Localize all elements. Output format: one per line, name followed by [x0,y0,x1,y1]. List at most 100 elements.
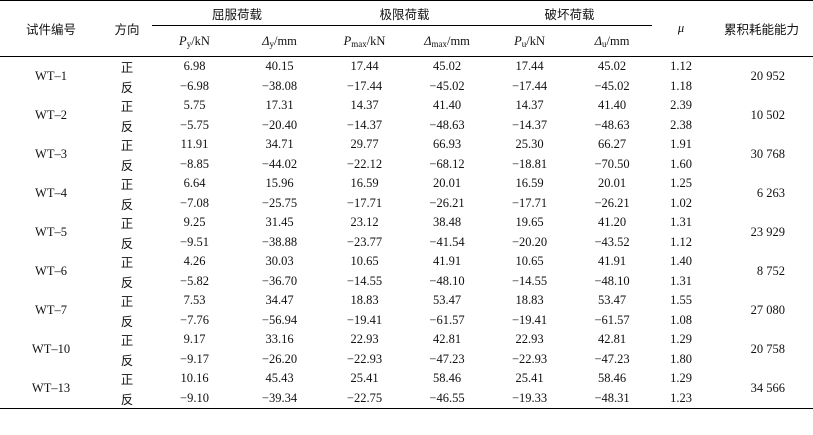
dmax-unit: /mm [446,33,470,48]
energy-value: 23 929 [750,225,786,239]
cell-pmax-negative: −22.12 [346,156,383,171]
cell-pmax-positive: 25.41 [350,371,379,385]
cell-dy-positive: 31.45 [265,215,294,229]
specimen-id: WT–3 [35,147,67,161]
cell-py-negative: −5.82 [180,273,209,288]
table-row: WT–7 正 7.53 34.47 18.83 53.47 18.83 53.47 1.55 27… [0,291,813,317]
cell-du-positive: 20.01 [597,176,627,190]
table-row: 反 −7.08 −25.75 −17.71 −26.21 −17.71 −26.21 1.02 [0,193,813,213]
header-mu: μ [652,0,711,57]
cell-pmax-negative: −17.71 [346,195,383,210]
specimen-id: WT–5 [35,225,67,239]
header-direction: 方向 [102,0,152,57]
cell-dy-positive: 15.96 [265,176,294,190]
table-row: WT–5 正 9.25 31.45 23.12 38.48 19.65 41.20 1.31 23… [0,213,813,239]
cell-pmax-positive: 22.93 [350,332,379,346]
direction-positive: 正 [120,373,134,387]
cell-dmax-negative: −47.23 [429,351,465,366]
cell-py-negative: −9.10 [152,388,237,409]
energy-value: 6 263 [756,186,786,200]
cell-dmax-negative: −45.02 [429,78,465,93]
header-dy: Δy/mm [237,25,323,57]
cell-mu-negative: 2.38 [670,117,692,132]
cell-py-positive: 11.91 [180,137,209,151]
specimen-id: WT–7 [35,303,67,317]
cell-pmax-positive: 23.12 [350,215,379,229]
cell-du-negative: −48.10 [594,273,630,288]
cell-dy-positive: 34.71 [265,137,294,151]
cell-pu-negative: −18.81 [511,156,548,171]
table-body: WT–1 正 6.98 40.15 17.44 45.02 17.44 45.02 1.12 20… [0,57,813,409]
cell-du-negative: −45.02 [594,78,630,93]
cell-py-positive: 10.16 [180,371,209,385]
du-unit: /mm [606,33,630,48]
cell-pu-positive: 22.93 [515,332,544,346]
cell-dmax-negative: −26.21 [429,195,465,210]
cell-pu-positive: 25.30 [515,137,544,151]
cell-pu-positive: 17.44 [515,59,544,73]
cell-du-negative: −48.31 [572,388,653,409]
cell-mu-negative: 1.08 [670,312,692,327]
py-unit: /kN [191,33,210,48]
cell-mu-positive: 2.39 [670,98,692,112]
header-failure-load: 破坏荷载 [487,0,653,26]
direction-negative: 反 [120,275,134,290]
table-row: 反 −9.10 −39.34 −22.75 −46.55 −19.33 −48.31 1.23 [0,388,813,409]
pu-subscript: u [521,38,527,49]
dy-subscript: y [269,38,274,49]
du-subscript: u [602,38,607,49]
cell-py-negative: −6.98 [180,78,209,93]
py-subscript: y [186,38,192,49]
cell-dmax-positive: 58.46 [432,371,462,385]
cell-dmax-positive: 41.40 [432,98,462,112]
cell-pmax-negative: −14.37 [346,117,383,132]
cell-pu-negative: −19.33 [487,388,573,409]
energy-value: 20 758 [750,342,786,356]
header-yield-load: 屈服荷载 [152,0,323,26]
cell-dy-negative: −26.20 [261,351,298,366]
direction-positive: 正 [120,256,134,270]
cell-pmax-positive: 10.65 [350,254,379,268]
cell-dy-positive: 30.03 [265,254,294,268]
specimen-id: WT–13 [0,369,102,409]
cell-mu-positive: 1.55 [670,293,692,307]
direction-positive: 正 [120,100,134,114]
cell-mu-positive: 1.12 [670,59,692,73]
cell-mu-positive: 1.25 [670,176,692,190]
cell-pu-positive: 25.41 [515,371,544,385]
cell-pu-negative: −14.37 [511,117,548,132]
cell-py-negative: −9.51 [180,234,209,249]
cell-py-positive: 6.64 [183,176,206,190]
cell-dmax-negative: −48.63 [429,117,465,132]
cell-pu-negative: −17.71 [511,195,548,210]
cell-pu-positive: 14.37 [515,98,544,112]
dy-symbol: Δ [262,33,270,48]
cell-pmax-negative: −14.55 [346,273,383,288]
cell-mu-negative: 1.02 [670,195,692,210]
header-row-2: Py/kN Δy/mm Pmax/kN Δmax/mm Pu/kN Δu/mm [0,25,813,57]
energy-value: 20 952 [750,69,786,83]
cell-dmax-positive: 42.81 [432,332,462,346]
direction-positive: 正 [120,139,134,153]
cell-du-negative: −61.57 [594,312,630,327]
cell-dmax-negative: −46.55 [407,388,488,409]
cell-dmax-positive: 53.47 [432,293,462,307]
header-specimen: 试件编号 [0,0,102,57]
cell-du-positive: 45.02 [597,59,627,73]
cell-du-negative: −26.21 [594,195,630,210]
table-row: 反 −9.51 −38.88 −23.77 −41.54 −20.20 −43.52 1.12 [0,232,813,252]
table-row: 反 −5.82 −36.70 −14.55 −48.10 −14.55 −48.10 1.31 [0,271,813,291]
cell-pu-negative: −22.93 [511,351,548,366]
cell-du-negative: −47.23 [594,351,630,366]
table-row: 反 −7.76 −56.94 −19.41 −61.57 −19.41 −61.57 1.08 [0,310,813,330]
cell-mu-negative: 1.23 [652,388,711,409]
direction-negative: 反 [120,197,134,212]
cell-pu-positive: 19.65 [515,215,544,229]
cell-py-positive: 4.26 [183,254,206,268]
cell-pu-negative: −20.20 [511,234,548,249]
table-row: WT–3 正 11.91 34.71 29.77 66.93 25.30 66.27 1.91 3… [0,135,813,161]
header-row-1: 试件编号 方向 屈服荷载 极限荷载 破坏荷载 μ 累积耗能能力 [0,0,813,57]
cell-dy-positive: 40.15 [265,59,294,73]
cell-dy-positive: 17.31 [265,98,294,112]
cell-mu-negative: 1.60 [670,156,692,171]
